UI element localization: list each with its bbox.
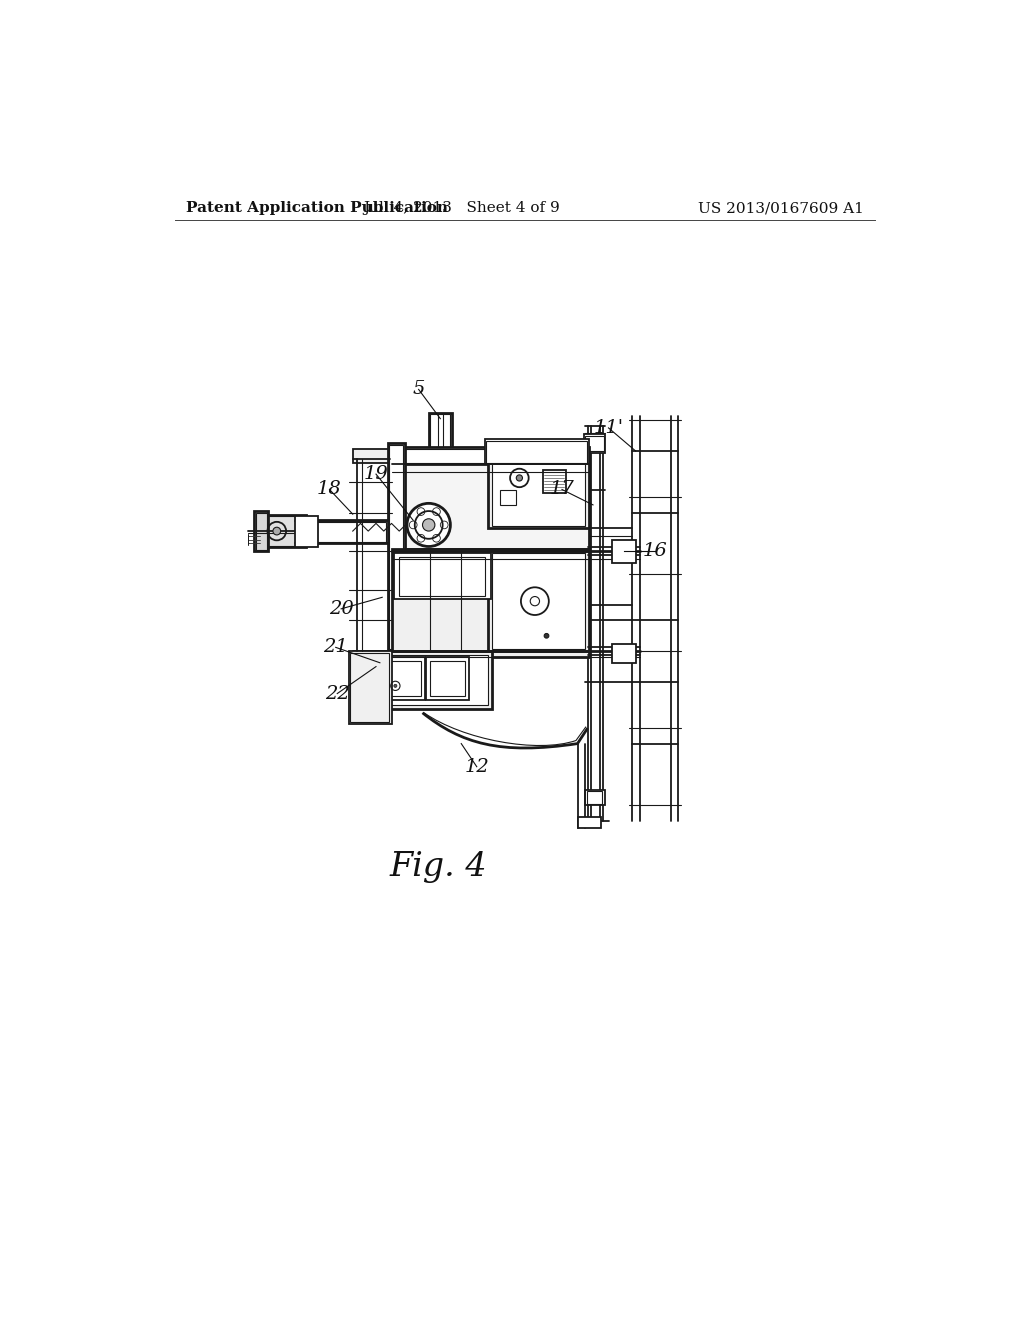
Bar	[493, 553, 586, 649]
Bar	[500, 490, 515, 506]
Text: 11': 11'	[594, 418, 624, 437]
Circle shape	[544, 634, 549, 638]
Bar	[376, 651, 493, 709]
Bar	[493, 461, 586, 525]
Circle shape	[394, 684, 397, 688]
Bar	[386, 661, 421, 696]
Text: Fig. 4: Fig. 4	[389, 851, 486, 883]
Bar	[393, 449, 587, 462]
Bar	[612, 644, 636, 663]
Text: 16: 16	[643, 543, 668, 560]
Text: Patent Application Publication: Patent Application Publication	[186, 202, 449, 215]
Bar	[391, 465, 589, 549]
Bar	[391, 549, 589, 656]
Bar	[584, 434, 605, 453]
Text: 19: 19	[364, 465, 388, 483]
Bar	[430, 661, 465, 696]
Bar	[380, 655, 488, 705]
Bar	[399, 557, 484, 595]
Bar	[263, 515, 306, 548]
Text: 22: 22	[325, 685, 349, 702]
Text: 5: 5	[413, 380, 425, 399]
Text: 18: 18	[317, 480, 342, 499]
Bar	[382, 657, 425, 700]
Bar	[391, 447, 589, 465]
Bar	[352, 450, 395, 463]
Text: 21: 21	[324, 639, 348, 656]
Bar	[296, 521, 386, 543]
Circle shape	[407, 503, 451, 546]
Bar	[587, 792, 602, 804]
Bar	[389, 445, 403, 649]
Bar	[254, 511, 268, 552]
Bar	[488, 459, 589, 528]
Bar	[578, 817, 601, 829]
Bar	[388, 444, 404, 651]
Bar	[295, 520, 388, 544]
Bar	[350, 653, 389, 722]
Text: 12: 12	[464, 758, 489, 776]
Bar	[429, 412, 452, 451]
Bar	[426, 657, 469, 700]
Circle shape	[273, 527, 281, 535]
Circle shape	[423, 519, 435, 531]
Bar	[488, 552, 589, 651]
Text: 17: 17	[550, 480, 574, 499]
Bar	[256, 512, 266, 549]
Bar	[295, 516, 317, 548]
Bar	[430, 414, 451, 449]
Bar	[612, 540, 636, 562]
Bar	[586, 436, 604, 451]
Bar	[586, 789, 604, 805]
Bar	[394, 553, 490, 599]
Text: US 2013/0167609 A1: US 2013/0167609 A1	[698, 202, 864, 215]
Bar	[265, 516, 305, 545]
Bar	[543, 470, 566, 494]
Bar	[484, 440, 589, 465]
Bar	[349, 651, 391, 725]
Text: Jul. 4, 2013   Sheet 4 of 9: Jul. 4, 2013 Sheet 4 of 9	[362, 202, 560, 215]
Bar	[486, 441, 587, 462]
Text: 20: 20	[329, 599, 353, 618]
Circle shape	[516, 475, 522, 480]
